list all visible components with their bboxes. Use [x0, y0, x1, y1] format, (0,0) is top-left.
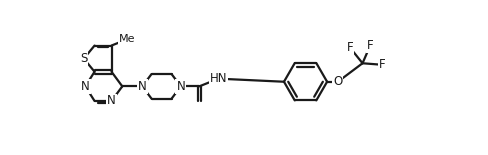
Text: HN: HN	[210, 72, 227, 85]
Text: F: F	[367, 39, 373, 52]
Text: Me: Me	[119, 34, 135, 44]
Text: N: N	[81, 80, 90, 93]
Text: N: N	[107, 95, 116, 107]
Text: S: S	[80, 52, 87, 65]
Text: F: F	[347, 41, 353, 54]
Text: N: N	[177, 80, 185, 93]
Text: F: F	[379, 58, 386, 71]
Text: O: O	[333, 75, 343, 88]
Text: N: N	[138, 80, 147, 93]
